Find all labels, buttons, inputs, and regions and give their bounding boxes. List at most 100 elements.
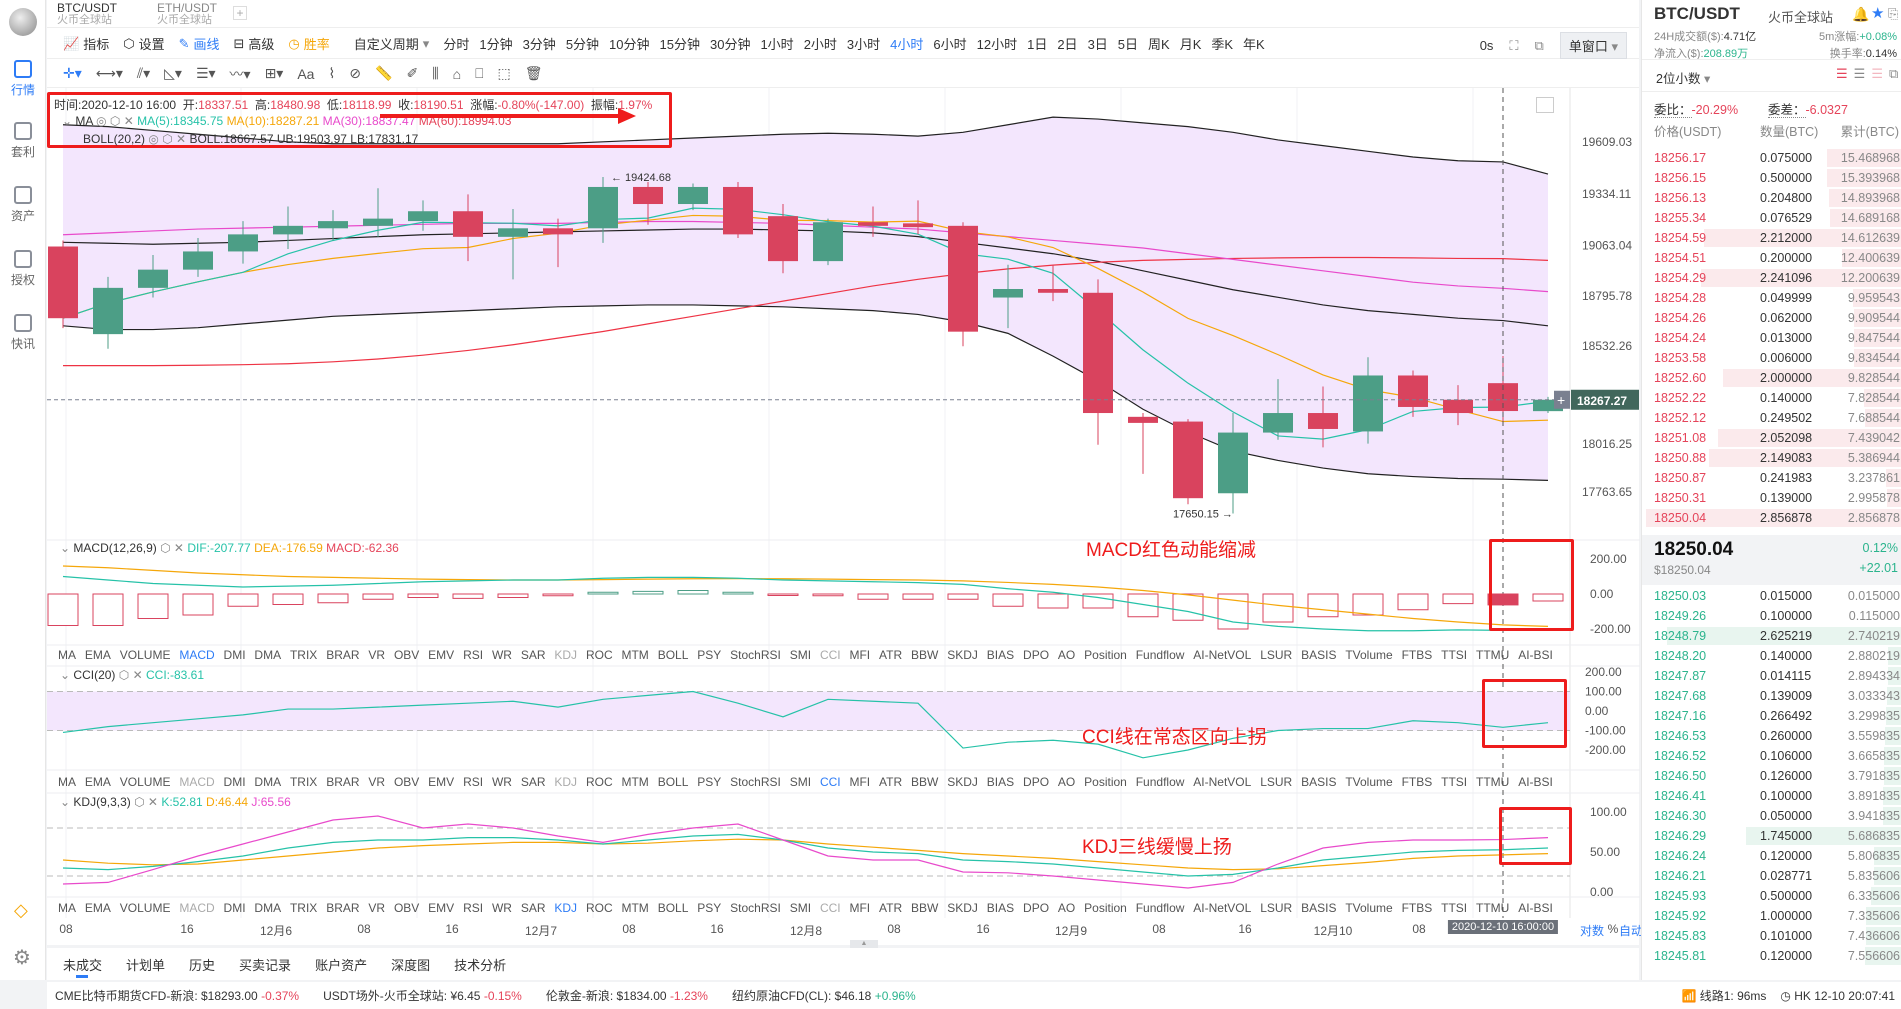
orderbook-row[interactable]: 18246.50 0.126000 3.791835 (1654, 767, 1901, 785)
indicator-tab-trix[interactable]: TRIX (289, 648, 318, 662)
indicator-tab-macd[interactable]: MACD (179, 901, 215, 915)
indicator-tab-position[interactable]: Position (1084, 901, 1127, 915)
indicator-tab-dpo[interactable]: DPO (1023, 775, 1050, 789)
orderbook-row[interactable]: 18247.68 0.139009 3.033343 (1654, 687, 1901, 705)
tab-eth-usdt[interactable]: ETH/USDT 火币全球站 (157, 1, 217, 26)
indicator-tab-vr[interactable]: VR (368, 775, 386, 789)
auto-scale-toggle[interactable]: 自动 (1618, 924, 1644, 938)
orderbook-row[interactable]: 18252.60 2.000000 9.828544 (1654, 369, 1901, 387)
sidebar-item-assets[interactable]: 资产 (0, 186, 46, 224)
orderbook-row[interactable]: 18246.52 0.106000 3.665835 (1654, 747, 1901, 765)
fullscreen-icon[interactable]: ⛶ (1509, 37, 1519, 53)
orderbook-row[interactable]: 18250.88 2.149083 5.386944 (1654, 449, 1901, 467)
period-6[interactable]: 30分钟 (709, 37, 751, 52)
orderbook-row[interactable]: 18252.22 0.140000 7.828544 (1654, 389, 1901, 407)
period-12[interactable]: 12小时 (976, 37, 1018, 52)
indicator-tab-obv[interactable]: OBV (393, 901, 420, 915)
indicator-tab-basis[interactable]: BASIS (1301, 775, 1337, 789)
indicator-tab-bbw[interactable]: BBW (911, 648, 939, 662)
indicator-tab-volume[interactable]: VOLUME (119, 648, 171, 662)
indicator-tab-cci[interactable]: CCI (819, 901, 841, 915)
wave-tool-icon[interactable]: 〰▾ (229, 65, 251, 82)
orderbook-row[interactable]: 18250.03 0.015000 0.015000 (1654, 589, 1900, 603)
share-icon[interactable]: ⎘ (1888, 6, 1899, 21)
indicator-tab-smi[interactable]: SMI (789, 775, 812, 789)
indicator-tab-ai-netvol[interactable]: AI-NetVOL (1193, 775, 1252, 789)
indicator-tab-ma[interactable]: MA (58, 901, 76, 915)
indicator-tab-skdj[interactable]: SKDJ (947, 775, 978, 789)
indicator-tab-dmi[interactable]: DMI (223, 901, 246, 915)
sidebar-item-arbitrage[interactable]: 套利 (0, 122, 46, 160)
period-17[interactable]: 周K (1148, 37, 1170, 52)
indicator-tab-emv[interactable]: EMV (428, 775, 455, 789)
bottom-tab-5[interactable]: 深度图 (391, 957, 431, 973)
advanced-button[interactable]: ⊟ 高级 (233, 35, 275, 53)
indicator-tab-brar[interactable]: BRAR (326, 775, 360, 789)
indicator-tab-kdj[interactable]: KDJ (554, 775, 578, 789)
indicator-tab-ttsi[interactable]: TTSI (1441, 775, 1468, 789)
indicator-tab-ai-bsi[interactable]: AI-BSI (1518, 648, 1553, 662)
indicator-tab-smi[interactable]: SMI (789, 648, 812, 662)
add-tab-button[interactable]: + (233, 6, 247, 20)
indicator-tab-vr[interactable]: VR (368, 648, 386, 662)
indicator-tab-mtm[interactable]: MTM (621, 901, 649, 915)
indicator-tab-wr[interactable]: WR (491, 648, 512, 662)
expand-chart-icon[interactable] (1536, 97, 1554, 113)
indicator-tab-fundflow[interactable]: Fundflow (1135, 648, 1185, 662)
indicator-tab-ao[interactable]: AO (1057, 901, 1076, 915)
indicator-tab-atr[interactable]: ATR (879, 901, 903, 915)
indicator-tab-rsi[interactable]: RSI (463, 901, 484, 915)
bell-icon[interactable]: 🔔 (1852, 6, 1870, 22)
orderbook-row[interactable]: 18246.24 0.120000 5.806835 (1654, 847, 1901, 865)
period-5[interactable]: 15分钟 (659, 37, 700, 52)
period-2[interactable]: 3分钟 (522, 37, 556, 52)
indicator-tab-wr[interactable]: WR (491, 775, 512, 789)
indicator-tab-boll[interactable]: BOLL (657, 648, 689, 662)
indicator-tab-psy[interactable]: PSY (697, 648, 722, 662)
indicator-tab-rsi[interactable]: RSI (463, 775, 484, 789)
orderbook-row[interactable]: 18246.41 0.100000 3.891835 (1654, 787, 1901, 805)
orderbook-row[interactable]: 18245.93 0.500000 6.335606 (1654, 887, 1901, 905)
winrate-button[interactable]: ◷ 胜率 (288, 35, 330, 53)
indicator-tab-emv[interactable]: EMV (428, 648, 455, 662)
period-18[interactable]: 月K (1179, 37, 1202, 52)
indicator-tab-atr[interactable]: ATR (879, 648, 903, 662)
window-mode-select[interactable]: 单窗口 ▾ (1559, 32, 1627, 59)
indicator-tab-macd[interactable]: MACD (179, 775, 215, 789)
indicator-tab-dpo[interactable]: DPO (1023, 648, 1050, 662)
indicator-tab-roc[interactable]: ROC (585, 775, 613, 789)
orderbook-layout-icons[interactable]: ☰☰☰⧉ (1836, 66, 1898, 81)
indicator-tab-kdj[interactable]: KDJ (554, 901, 578, 915)
indicator-button[interactable]: 📈 指标 (63, 35, 110, 53)
indicator-tab-tvolume[interactable]: TVolume (1345, 901, 1393, 915)
indicator-tab-fundflow[interactable]: Fundflow (1135, 901, 1185, 915)
indicator-tab-mtm[interactable]: MTM (621, 775, 649, 789)
indicator-tab-dmi[interactable]: DMI (223, 775, 246, 789)
indicator-tab-lsur[interactable]: LSUR (1260, 775, 1293, 789)
kline-chart[interactable]: ← 19424.68 17650.15 → 19609.03 19334.11 1906… (0, 0, 1640, 945)
indicator-tab-obv[interactable]: OBV (393, 648, 420, 662)
panel-resize-handle[interactable]: ▲ (850, 940, 878, 948)
orderbook-row[interactable]: 18246.30 0.050000 3.941835 (1654, 807, 1901, 825)
indicator-tab-basis[interactable]: BASIS (1301, 648, 1337, 662)
indicator-tab-tvolume[interactable]: TVolume (1345, 648, 1393, 662)
close-icon[interactable]: ✕ (123, 114, 134, 128)
period-3[interactable]: 5分钟 (565, 37, 600, 52)
eye-icon[interactable]: ◎ (96, 114, 107, 128)
indicator-tab-volume[interactable]: VOLUME (119, 901, 171, 915)
indicator-tab-ai-netvol[interactable]: AI-NetVOL (1193, 901, 1252, 915)
sidebar-item-authorize[interactable]: 授权 (0, 250, 46, 288)
orderbook-row[interactable]: 18245.92 1.000000 7.335606 (1654, 907, 1901, 925)
indicator-tab-ttsi[interactable]: TTSI (1441, 901, 1468, 915)
orderbook-row[interactable]: 18256.17 0.075000 15.468968 (1654, 149, 1901, 167)
indicator-tab-psy[interactable]: PSY (697, 901, 722, 915)
indicator-tab-ao[interactable]: AO (1057, 648, 1076, 662)
orderbook-row[interactable]: 18252.12 0.249502 7.688544 (1654, 409, 1901, 427)
indicator-tab-boll[interactable]: BOLL (657, 775, 689, 789)
bookmark-tool-icon[interactable]: ⎕ (475, 65, 484, 81)
period-1[interactable]: 1分钟 (479, 37, 513, 52)
diamond-icon[interactable]: ◇ (14, 900, 28, 920)
period-14[interactable]: 2日 (1057, 37, 1078, 52)
indicator-tab-mtm[interactable]: MTM (621, 648, 649, 662)
ruler-tool-icon[interactable]: 📏 (375, 65, 393, 81)
